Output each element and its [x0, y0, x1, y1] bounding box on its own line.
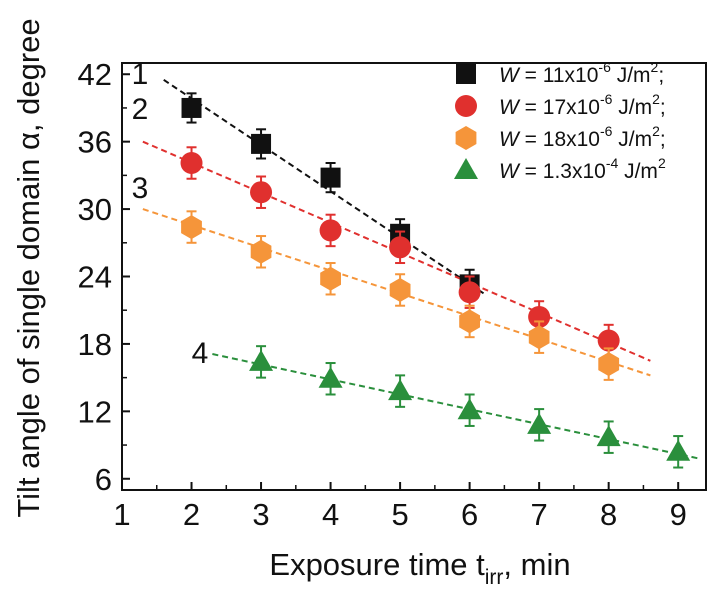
- x-tick-label: 3: [252, 497, 269, 532]
- data-point-3: [181, 215, 202, 240]
- data-point-3: [320, 266, 341, 291]
- data-point-3: [459, 309, 480, 334]
- data-point-4: [249, 349, 274, 371]
- legend-marker-3: [455, 126, 477, 150]
- data-point-3: [598, 352, 620, 377]
- data-point-1: [320, 167, 341, 188]
- x-tick-label: 5: [391, 497, 408, 532]
- x-tick-label: 7: [531, 497, 548, 532]
- legend-label-3: W = 18x10-6 J/m2;: [499, 123, 666, 151]
- x-axis-title: Exposure time tirr, min: [269, 547, 570, 589]
- fit-line-4: [212, 353, 700, 460]
- data-point-2: [250, 181, 273, 204]
- legend-label-4: W = 1.3x10-4 J/m2: [499, 155, 666, 183]
- curve-label-3: 3: [132, 172, 149, 205]
- x-tick-label: 1: [113, 497, 130, 532]
- fit-line-3: [142, 208, 651, 377]
- data-markers: [180, 92, 691, 469]
- data-point-4: [388, 379, 413, 401]
- legend-marker-1: [456, 64, 476, 84]
- data-point-2: [528, 305, 551, 328]
- x-tick-label: 6: [461, 497, 478, 532]
- data-point-2: [458, 281, 481, 304]
- legend-marker-2: [455, 95, 477, 117]
- x-tick-label: 8: [600, 497, 617, 532]
- data-point-2: [319, 219, 342, 242]
- x-tick-label: 4: [322, 497, 339, 532]
- axis-ticks: [121, 73, 680, 490]
- legend-marker-4: [454, 158, 478, 179]
- curve-label-1: 1: [132, 58, 149, 91]
- data-point-3: [528, 325, 550, 350]
- legend: W = 11x10-6 J/m2; W = 17x10-6 J/m2; W = 18…: [454, 59, 666, 183]
- legend-label-2: W = 17x10-6 J/m2;: [499, 91, 666, 119]
- y-tick-label: 42: [78, 57, 112, 92]
- data-point-4: [318, 366, 343, 388]
- curve-labels: 12 3 4: [132, 58, 209, 370]
- data-point-4: [666, 439, 691, 461]
- fit-line-2: [142, 140, 651, 362]
- data-point-1: [181, 97, 202, 118]
- x-tick-label: 9: [670, 497, 687, 532]
- data-point-3: [250, 239, 272, 264]
- data-point-2: [180, 152, 203, 175]
- data-point-2: [389, 236, 412, 259]
- data-point-1: [251, 133, 272, 154]
- data-point-4: [457, 398, 482, 420]
- y-tick-label: 6: [95, 462, 112, 497]
- data-point-4: [527, 412, 552, 434]
- x-axis-title-subscript: irr: [485, 566, 504, 589]
- y-tick-label: 18: [78, 327, 112, 362]
- y-tick-label: 24: [78, 260, 112, 295]
- y-tick-label: 30: [78, 192, 112, 227]
- curve-label-4: 4: [192, 337, 209, 370]
- data-point-3: [389, 278, 411, 302]
- data-point-4: [596, 425, 621, 447]
- legend-label-1: W = 11x10-6 J/m2;: [499, 59, 664, 87]
- x-tick-label: 2: [183, 497, 200, 532]
- y-tick-label: 12: [78, 394, 112, 429]
- data-point-2: [597, 329, 620, 352]
- curve-label-2: 2: [132, 93, 149, 126]
- y-tick-label: 36: [78, 125, 112, 160]
- y-axis-title: Tilt angle of single domain α, degree: [11, 18, 46, 517]
